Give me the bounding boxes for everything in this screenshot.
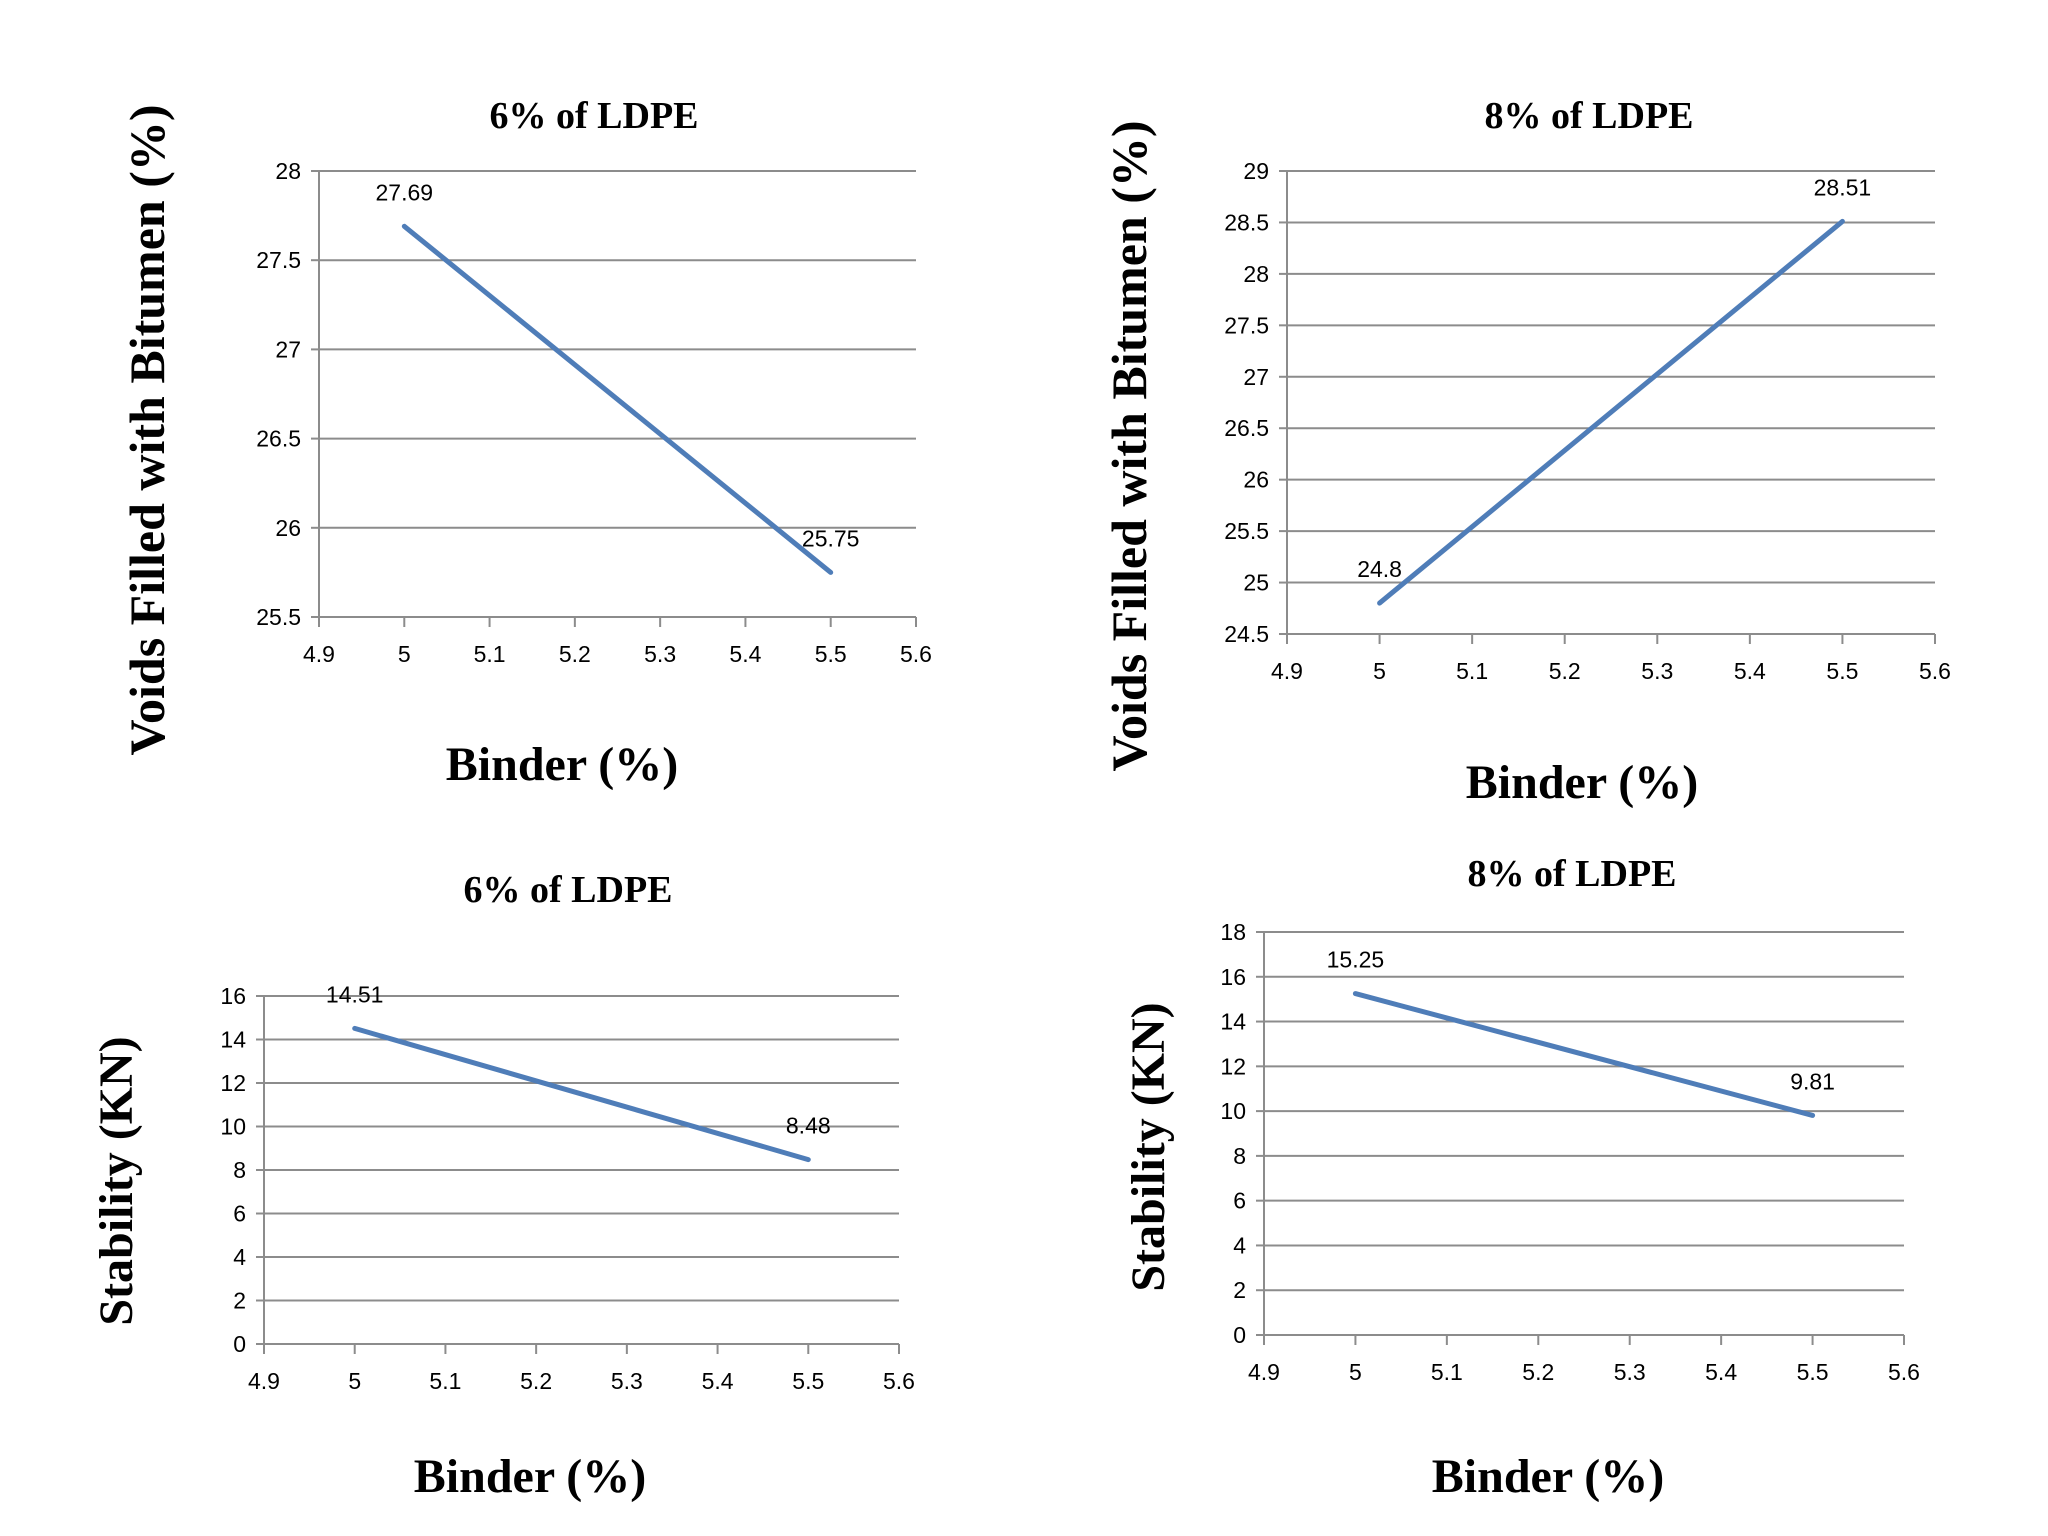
- y-tick-label: 28.5: [1224, 209, 1269, 235]
- x-tick-label: 5.4: [1705, 1359, 1737, 1385]
- y-tick-label: 14: [220, 1027, 246, 1053]
- x-axis-title: Binder (%): [1432, 1450, 1664, 1503]
- y-tick-label: 18: [1220, 919, 1246, 945]
- y-tick-label: 25.5: [1224, 518, 1269, 544]
- y-tick-label: 26.5: [1224, 415, 1269, 441]
- y-tick-label: 0: [233, 1331, 246, 1357]
- x-tick-label: 4.9: [303, 641, 335, 667]
- x-tick-label: 5.5: [1797, 1359, 1829, 1385]
- y-axis-title: Stability (KN): [1122, 1002, 1175, 1291]
- chart-panel-4: 0 2 4 6 8 10 12 14 16 18 4.9 5 5.1 5.2 5.3 5.4 5.5 5.6 15.…: [1122, 853, 1920, 1503]
- data-label: 8.48: [786, 1113, 831, 1139]
- y-axis-title: Stability (KN): [90, 1036, 143, 1325]
- y-tick-label: 26: [275, 515, 301, 541]
- x-tick-label: 5.5: [815, 641, 847, 667]
- series-line: [401, 223, 834, 575]
- x-tick-label: 5: [398, 641, 411, 667]
- y-axis-title: Voids Filled with Bitumen (%): [1101, 120, 1157, 771]
- x-tick-label: 5.1: [1456, 658, 1488, 684]
- x-tick-label: 5.3: [1641, 658, 1673, 684]
- y-tick-label: 26.5: [256, 426, 301, 452]
- y-tick-label: 25.5: [256, 604, 301, 630]
- x-tick-label: 5.3: [611, 1368, 643, 1394]
- y-tick-label: 6: [1233, 1188, 1246, 1214]
- y-tick-label: 10: [1220, 1098, 1246, 1124]
- x-tick-label: 5.4: [702, 1368, 734, 1394]
- y-axis-title: Voids Filled with Bitumen (%): [119, 104, 175, 755]
- data-label: 9.81: [1790, 1068, 1835, 1094]
- x-tick-label: 5.2: [559, 641, 591, 667]
- y-tick-label: 27.5: [256, 247, 301, 273]
- data-label: 27.69: [376, 179, 434, 205]
- x-tick-label: 5.6: [900, 641, 932, 667]
- y-tick-label: 8: [1233, 1143, 1246, 1169]
- data-label: 28.51: [1814, 174, 1872, 200]
- x-tick-label: 4.9: [1248, 1359, 1280, 1385]
- y-tick-label: 10: [220, 1114, 246, 1140]
- series-line: [352, 1025, 811, 1163]
- y-tick-label: 6: [233, 1201, 246, 1227]
- data-label: 14.51: [326, 981, 384, 1007]
- x-tick-label: 5.1: [474, 641, 506, 667]
- y-tick-label: 2: [233, 1288, 246, 1314]
- x-tick-label: 5.6: [883, 1368, 915, 1394]
- y-tick-label: 4: [1233, 1232, 1246, 1258]
- y-tick-label: 28: [275, 158, 301, 184]
- x-tick-label: 5.2: [1549, 658, 1581, 684]
- x-tick-label: 5.1: [1431, 1359, 1463, 1385]
- y-tick-label: 28: [1243, 261, 1269, 287]
- y-tick-label: 8: [233, 1157, 246, 1183]
- series-line: [1377, 218, 1845, 606]
- x-axis-title: Binder (%): [414, 1450, 646, 1503]
- x-tick-label: 5.6: [1888, 1359, 1920, 1385]
- x-tick-label: 5.2: [1522, 1359, 1554, 1385]
- y-tick-label: 4: [233, 1244, 246, 1270]
- chart-panel-1: 25.5 26 26.5 27 27.5 28 4.9 5 5.1 5.2 5.3 5.4 5.5 5.6…: [119, 95, 932, 791]
- x-tick-label: 5.5: [1826, 658, 1858, 684]
- y-tick-label: 16: [220, 983, 246, 1009]
- x-tick-label: 5.6: [1919, 658, 1951, 684]
- y-tick-label: 26: [1243, 467, 1269, 493]
- x-tick-label: 5: [348, 1368, 361, 1394]
- y-tick-label: 2: [1233, 1277, 1246, 1303]
- x-tick-label: 4.9: [248, 1368, 280, 1394]
- y-tick-label: 25: [1243, 570, 1269, 596]
- chart-title: 8% of LDPE: [1468, 853, 1677, 895]
- y-tick-label: 27: [275, 336, 301, 362]
- x-tick-label: 5.3: [644, 641, 676, 667]
- y-tick-label: 12: [1220, 1053, 1246, 1079]
- x-tick-label: 5: [1373, 658, 1386, 684]
- data-label: 25.75: [802, 525, 860, 551]
- y-tick-label: 29: [1243, 158, 1269, 184]
- y-tick-label: 14: [1220, 1009, 1246, 1035]
- x-axis-title: Binder (%): [446, 738, 678, 791]
- x-tick-label: 5.3: [1614, 1359, 1646, 1385]
- y-tick-label: 27: [1243, 364, 1269, 390]
- x-tick-label: 5.4: [729, 641, 761, 667]
- x-tick-label: 5: [1349, 1359, 1362, 1385]
- y-tick-label: 24.5: [1224, 621, 1269, 647]
- data-label: 24.8: [1357, 556, 1402, 582]
- x-tick-label: 4.9: [1271, 658, 1303, 684]
- x-axis-title: Binder (%): [1466, 756, 1698, 809]
- chart-title: 6% of LDPE: [490, 95, 699, 137]
- chart-title: 8% of LDPE: [1485, 95, 1694, 137]
- y-tick-label: 16: [1220, 964, 1246, 990]
- chart-panel-2: 24.5 25 25.5 26 26.5 27 27.5 28 28.5 29 4.9 5 5.1 5.2…: [1101, 95, 1951, 809]
- x-tick-label: 5.1: [429, 1368, 461, 1394]
- chart-panel-3: 0 2 4 6 8 10 12 14 16 4.9 5 5.1 5.2 5.3 5.4 5.5 5.6 14.51…: [90, 869, 915, 1503]
- x-tick-label: 5.2: [520, 1368, 552, 1394]
- y-tick-label: 12: [220, 1070, 246, 1096]
- y-tick-label: 27.5: [1224, 312, 1269, 338]
- series-line: [1352, 991, 1816, 1118]
- x-tick-label: 5.5: [792, 1368, 824, 1394]
- chart-title: 6% of LDPE: [464, 869, 673, 911]
- y-tick-label: 0: [1233, 1322, 1246, 1348]
- x-tick-label: 5.4: [1734, 658, 1766, 684]
- data-label: 15.25: [1327, 947, 1385, 973]
